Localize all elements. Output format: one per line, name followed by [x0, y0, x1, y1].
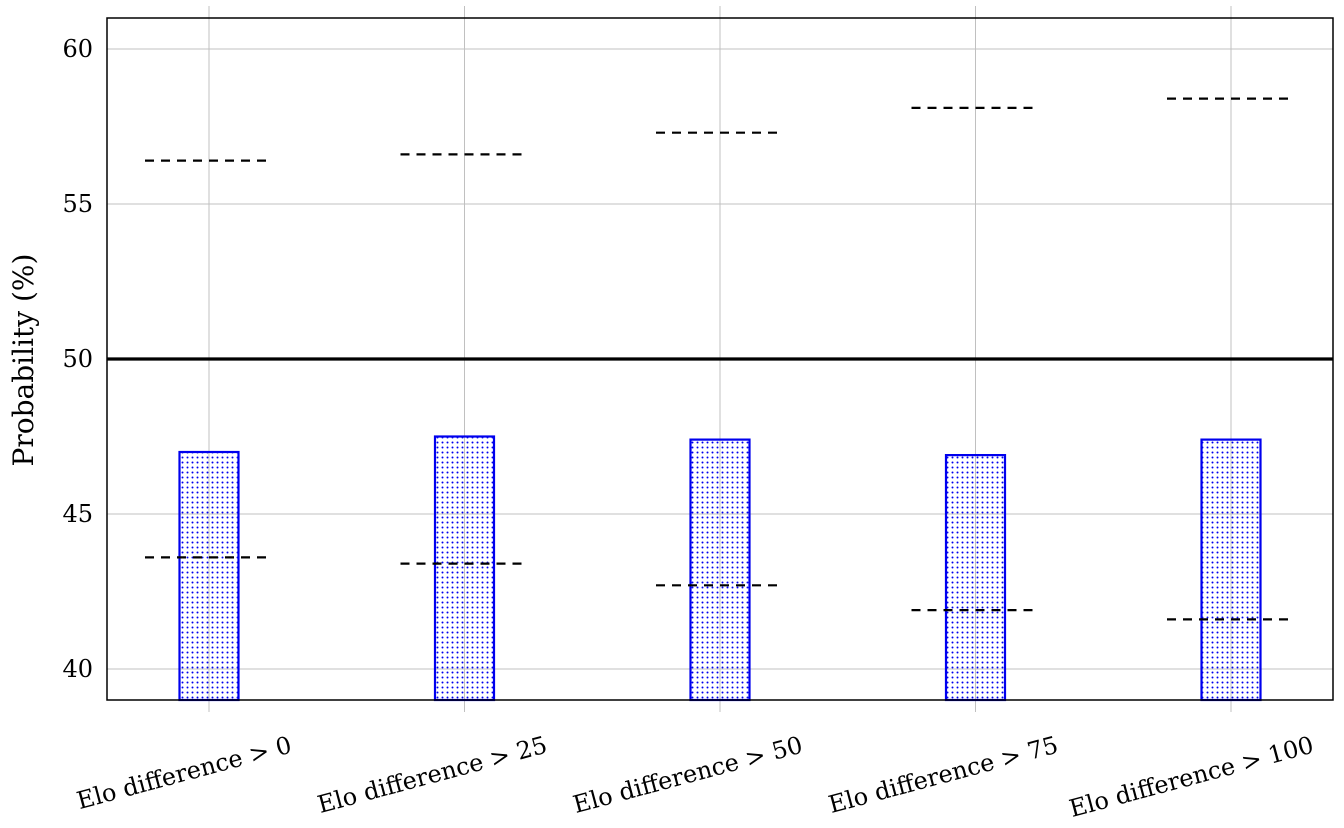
y-tick-labels: 40 45 50 55 60: [62, 35, 93, 683]
bar: [433, 435, 496, 702]
y-tick-label: 55: [62, 190, 93, 218]
bar: [1200, 438, 1262, 702]
plot-frame: [106, 17, 1334, 701]
y-tick-label: 60: [62, 35, 93, 63]
y-tick-label: 40: [62, 655, 93, 683]
x-category-labels: Elo difference > 0 Elo difference > 25 Elo…: [74, 731, 1317, 823]
y-axis-title: Probability (%): [7, 254, 40, 467]
y-tick-label: 50: [62, 345, 93, 373]
x-category-label: Elo difference > 100: [1066, 731, 1316, 823]
x-category-label: Elo difference > 0: [74, 731, 295, 815]
bar: [944, 454, 1007, 702]
bar: [178, 450, 240, 702]
x-category-label: Elo difference > 75: [826, 731, 1061, 819]
bars: [178, 435, 1262, 702]
x-category-label: Elo difference > 50: [570, 731, 805, 819]
bar: [689, 438, 751, 702]
y-tick-label: 45: [62, 500, 93, 528]
x-category-label: Elo difference > 25: [315, 731, 550, 819]
dashed-markers: [145, 97, 1295, 621]
